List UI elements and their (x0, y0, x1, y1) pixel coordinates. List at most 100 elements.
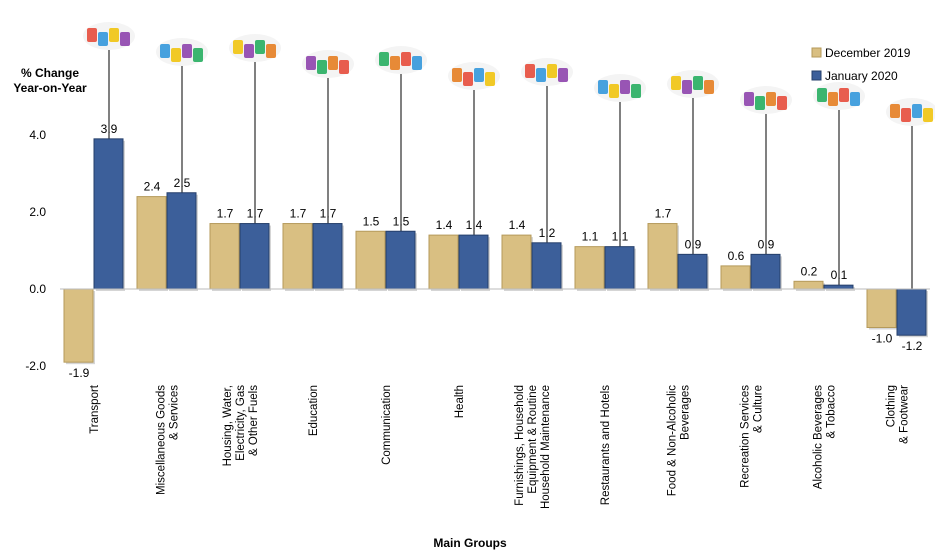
svg-text:Communication: Communication (381, 385, 393, 465)
category-label: Food & Non-Alcoholic Beverages (667, 385, 692, 496)
bar-december-2019 (428, 234, 459, 290)
svg-text:& Tobacco: & Tobacco (826, 385, 838, 439)
bar-december-2019 (282, 223, 313, 290)
svg-text:Electricity, Gas: Electricity, Gas (235, 385, 247, 461)
bar-december-2019 (866, 288, 897, 328)
category-labels: Transport Miscellaneous Goods & Services Ho… (89, 384, 911, 509)
category-label: Alcoholic Beverages & Tobacco (813, 385, 838, 489)
bar-january-2020 (896, 288, 927, 336)
y-axis-title: % Change Year-on-Year (13, 66, 87, 95)
bar-january-2020 (677, 253, 708, 290)
category-label: Furnishings, Household Equipment & Routin… (514, 385, 552, 509)
bars (60, 138, 930, 365)
hotel-icon (594, 74, 646, 102)
category-label: Clothing & Footwear (886, 385, 911, 444)
y-tick-label: 2.0 (29, 205, 46, 219)
data-label: 1.7 (655, 207, 672, 221)
legend-swatch (811, 70, 822, 81)
data-label: 1.5 (393, 214, 410, 228)
legend-label: December 2019 (825, 46, 911, 60)
data-label: 0.1 (831, 268, 848, 282)
data-label: 1.7 (290, 207, 307, 221)
svg-text:Transport: Transport (89, 384, 101, 434)
transport-icon (83, 22, 135, 50)
data-label: 3.9 (101, 122, 118, 136)
bar-january-2020 (823, 284, 854, 290)
svg-text:& Footwear: & Footwear (899, 385, 911, 444)
bar-january-2020 (604, 246, 635, 290)
bottles-icon (813, 82, 865, 110)
category-label: Miscellaneous Goods & Services (156, 385, 181, 495)
svg-text:& Services: & Services (169, 385, 181, 440)
svg-text:Beverages: Beverages (680, 385, 692, 440)
svg-text:Housing, Water,: Housing, Water, (222, 385, 234, 466)
data-label: 1.7 (247, 207, 264, 221)
svg-text:Equipment & Routine: Equipment & Routine (527, 385, 539, 494)
bar-december-2019 (501, 234, 532, 290)
data-label: 1.7 (217, 207, 234, 221)
svg-text:Household Maintenance: Household Maintenance (540, 385, 552, 509)
y-tick-label: 0.0 (29, 282, 46, 296)
svg-text:Restaurants and Hotels: Restaurants and Hotels (600, 385, 612, 505)
svg-text:& Culture: & Culture (753, 385, 765, 433)
legend-label: January 2020 (825, 69, 898, 83)
x-axis-title: Main Groups (433, 536, 507, 550)
bar-january-2020 (458, 234, 489, 290)
phone-icon (375, 46, 427, 74)
bar-january-2020 (531, 242, 562, 290)
data-label: 1.4 (509, 218, 526, 232)
furniture-icon (521, 58, 573, 86)
svg-text:Alcoholic Beverages: Alcoholic Beverages (813, 385, 825, 489)
category-label: Communication (381, 385, 393, 465)
bar-january-2020 (385, 230, 416, 290)
data-labels: -1.9 3.9 2.4 2.5 1.7 1.7 1.7 1.7 1.5 1.5 1.4 1.4 1.4… (69, 122, 923, 380)
category-label: Restaurants and Hotels (600, 385, 612, 505)
data-label: 2.5 (174, 176, 191, 190)
graduation-cap-icon (302, 50, 354, 78)
data-label: 1.4 (436, 218, 453, 232)
category-label: Transport (89, 384, 101, 434)
data-label: 0.6 (728, 249, 745, 263)
category-label: Health (454, 385, 466, 418)
clothing-icon (886, 98, 935, 126)
data-label: 1.4 (466, 218, 483, 232)
bar-january-2020 (750, 253, 781, 290)
bar-december-2019 (647, 223, 678, 290)
y-tick-label: -2.0 (25, 359, 46, 373)
food-basket-icon (667, 70, 719, 98)
bar-december-2019 (136, 196, 167, 290)
svg-text:& Other Fuels: & Other Fuels (248, 385, 260, 456)
category-icons (83, 22, 935, 289)
data-label: 0.2 (801, 264, 818, 278)
bar-december-2019 (793, 280, 824, 290)
shopping-bags-icon (156, 38, 208, 66)
y-axis-title-line-2: Year-on-Year (13, 81, 87, 95)
category-label: Housing, Water, Electricity, Gas & Other F… (222, 385, 260, 467)
category-label: Recreation Services & Culture (740, 385, 765, 488)
hospital-icon (448, 62, 500, 90)
bar-december-2019 (63, 288, 94, 363)
bar-january-2020 (166, 192, 197, 290)
svg-text:Education: Education (308, 385, 320, 436)
category-label: Education (308, 385, 320, 436)
svg-text:Food & Non-Alcoholic: Food & Non-Alcoholic (667, 385, 679, 496)
legend-swatch (811, 47, 822, 58)
bar-december-2019 (720, 265, 751, 290)
data-label: 0.9 (758, 237, 775, 251)
y-axis-ticks: -2.0 0.0 2.0 4.0 (25, 128, 46, 373)
guitar-icon (740, 86, 792, 114)
data-label: -1.9 (69, 366, 90, 380)
y-tick-label: 4.0 (29, 128, 46, 142)
legend: December 2019 January 2020 (811, 46, 911, 83)
bar-january-2020 (312, 223, 343, 290)
bar-january-2020 (239, 223, 270, 290)
data-label: 1.2 (539, 226, 556, 240)
svg-text:Miscellaneous Goods: Miscellaneous Goods (156, 385, 168, 495)
house-power-icon (229, 34, 281, 62)
bar-december-2019 (574, 246, 605, 290)
data-label: -1.2 (902, 339, 923, 353)
data-label: 0.9 (685, 237, 702, 251)
svg-text:Clothing: Clothing (886, 385, 898, 427)
data-label: -1.0 (872, 332, 893, 346)
